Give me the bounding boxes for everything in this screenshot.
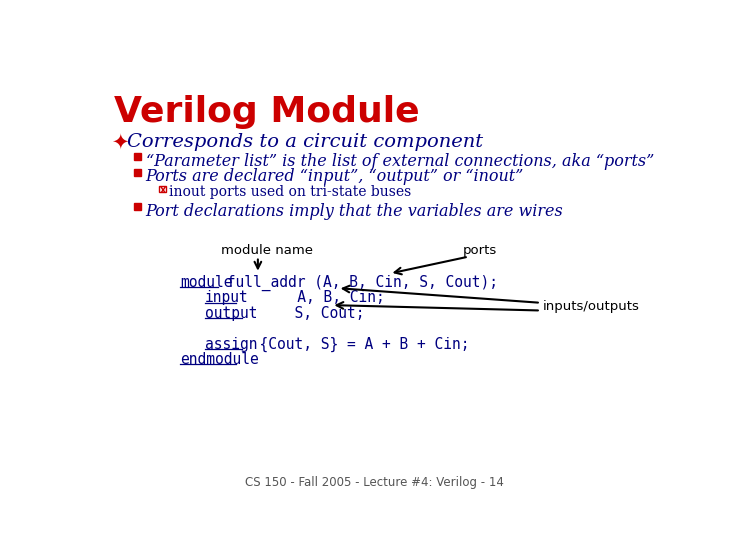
- Text: inputs/outputs: inputs/outputs: [542, 300, 639, 313]
- FancyBboxPatch shape: [134, 203, 141, 211]
- FancyBboxPatch shape: [134, 153, 141, 160]
- Text: A, B, Cin;: A, B, Cin;: [237, 290, 385, 305]
- Text: Port declarations imply that the variables are wires: Port declarations imply that the variabl…: [145, 203, 564, 220]
- Text: assign: assign: [205, 337, 258, 352]
- Text: CS 150 - Fall 2005 - Lecture #4: Verilog - 14: CS 150 - Fall 2005 - Lecture #4: Verilog…: [245, 476, 504, 489]
- Text: ✦: ✦: [112, 133, 129, 153]
- FancyBboxPatch shape: [134, 169, 141, 176]
- Text: input: input: [205, 290, 249, 305]
- Text: Verilog Module: Verilog Module: [115, 95, 420, 129]
- Text: ports: ports: [464, 245, 498, 257]
- Text: endmodule: endmodule: [180, 352, 259, 367]
- FancyBboxPatch shape: [159, 186, 166, 192]
- Text: inout ports used on tri-state buses: inout ports used on tri-state buses: [169, 185, 411, 199]
- Text: {Cout, S} = A + B + Cin;: {Cout, S} = A + B + Cin;: [242, 337, 470, 352]
- Text: output: output: [205, 306, 258, 321]
- Text: Ports are declared “input”, “output” or “inout”: Ports are declared “input”, “output” or …: [145, 168, 523, 185]
- Text: full_addr (A, B, Cin, S, Cout);: full_addr (A, B, Cin, S, Cout);: [218, 275, 498, 292]
- Text: module: module: [180, 275, 233, 290]
- Text: module name: module name: [221, 245, 313, 257]
- Text: x: x: [160, 185, 166, 195]
- Text: “Parameter list” is the list of external connections, aka “ports”: “Parameter list” is the list of external…: [145, 153, 654, 170]
- Text: Corresponds to a circuit component: Corresponds to a circuit component: [127, 133, 483, 152]
- Text: S, Cout;: S, Cout;: [242, 306, 365, 321]
